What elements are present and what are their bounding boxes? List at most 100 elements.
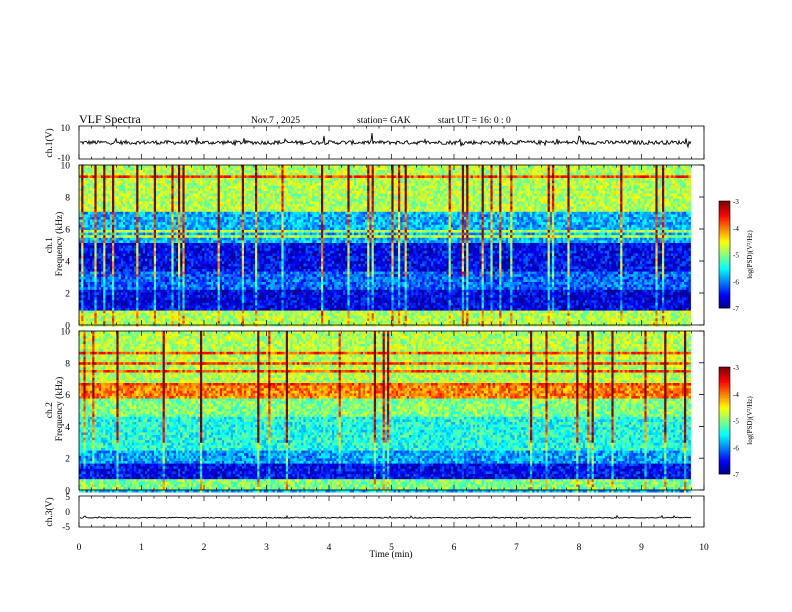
spectrogram-cell [295,168,298,171]
spectrogram-cell [350,196,353,199]
spectrogram-cell [589,188,592,191]
spectrogram-cell [669,181,672,184]
spectrogram-cell [319,188,322,191]
spectrogram-cell [662,183,665,186]
spectrogram-cell [125,209,128,212]
spectrogram-cell [466,173,469,176]
spectrogram-cell [125,201,128,204]
spectrogram-cell [273,170,276,173]
spectrogram-cell [220,188,223,191]
spectrogram-cell [576,181,579,184]
spectrogram-cell [81,173,84,176]
spectrogram-cell [237,181,240,184]
spectrogram-cell [380,175,383,178]
spectrogram-cell [116,183,119,186]
spectrogram-cell [493,173,496,176]
spectrogram-cell [561,183,564,186]
spectrogram-cell [411,170,414,173]
spectrogram-cell [202,194,205,197]
spectrogram-cell [374,175,377,178]
spectrogram-cell [299,175,302,178]
spectrogram-cell [574,186,577,189]
spectrogram-cell [611,183,614,186]
spectrogram-cell [224,188,227,191]
spectrogram-cell [92,173,95,176]
spectrogram-cell [627,188,630,191]
spectrogram-cell [341,170,344,173]
spectrogram-cell [257,178,260,181]
spectrogram-cell [242,170,245,173]
spectrogram-cell [160,207,163,210]
spectrogram-cell [310,168,313,171]
spectrogram-cell [411,196,414,199]
spectrogram-cell [413,165,416,168]
spectrogram-cell [554,204,557,207]
spectrogram-cell [314,201,317,204]
spectrogram-cell [411,204,414,207]
spectrogram-cell [141,181,144,184]
spectrogram-cell [468,181,471,184]
spectrogram-cell [389,175,392,178]
spectrogram-cell [330,168,333,171]
spectrogram-cell [468,196,471,199]
spectrogram-cell [561,168,564,171]
spectrogram-cell [123,186,126,189]
spectrogram-cell [198,188,201,191]
spectrogram-cell [402,188,405,191]
spectrogram-cell [306,170,309,173]
spectrogram-cell [378,209,381,212]
spectrogram-cell [407,186,410,189]
spectrogram-cell [275,191,278,194]
spectrogram-cell [108,186,111,189]
spectrogram-cell [207,183,210,186]
spectrogram-cell [325,191,328,194]
spectrogram-cell [618,181,621,184]
spectrogram-cell [545,175,548,178]
spectrogram-cell [220,201,223,204]
spectrogram-cell [207,204,210,207]
spectrogram-cell [103,178,106,181]
spectrogram-cell [684,181,687,184]
spectrogram-cell [363,196,366,199]
spectrogram-cell [83,178,86,181]
spectrogram-cell [508,178,511,181]
spectrogram-cell [231,196,234,199]
spectrogram-cell [431,175,434,178]
spectrogram-cell [165,181,168,184]
spectrogram-cell [451,209,454,212]
spectrogram-cell [284,173,287,176]
spectrogram-cell [422,173,425,176]
spectrogram-cell [534,178,537,181]
spectrogram-cell [620,191,623,194]
spectrogram-cell [83,175,86,178]
spectrogram-cell [649,188,652,191]
spectrogram-cell [669,170,672,173]
spectrogram-cell [134,196,137,199]
spectrogram-cell [295,194,298,197]
spectrogram-cell [440,165,443,168]
spectrogram-cell [169,204,172,207]
spectrogram-cell [231,209,234,212]
spectrogram-cell [508,188,511,191]
spectrogram-cell [416,209,419,212]
spectrogram-cell [493,207,496,210]
spectrogram-cell [189,209,192,212]
spectrogram-cell [229,199,232,202]
spectrogram-cell [574,194,577,197]
spectrogram-cell [653,199,656,202]
spectrogram-cell [622,204,625,207]
spectrogram-cell [209,196,212,199]
spectrogram-cell [255,168,258,171]
spectrogram-cell [512,170,515,173]
spectrogram-cell [455,173,458,176]
spectrogram-cell [534,201,537,204]
spectrogram-cell [218,194,221,197]
spectrogram-cell [154,181,157,184]
spectrogram-cell [677,178,680,181]
spectrogram-cell [251,175,254,178]
spectrogram-cell [185,196,188,199]
spectrogram-cell [103,201,106,204]
spectrogram-cell [391,194,394,197]
spectrogram-cell [526,209,529,212]
spectrogram-cell [268,173,271,176]
